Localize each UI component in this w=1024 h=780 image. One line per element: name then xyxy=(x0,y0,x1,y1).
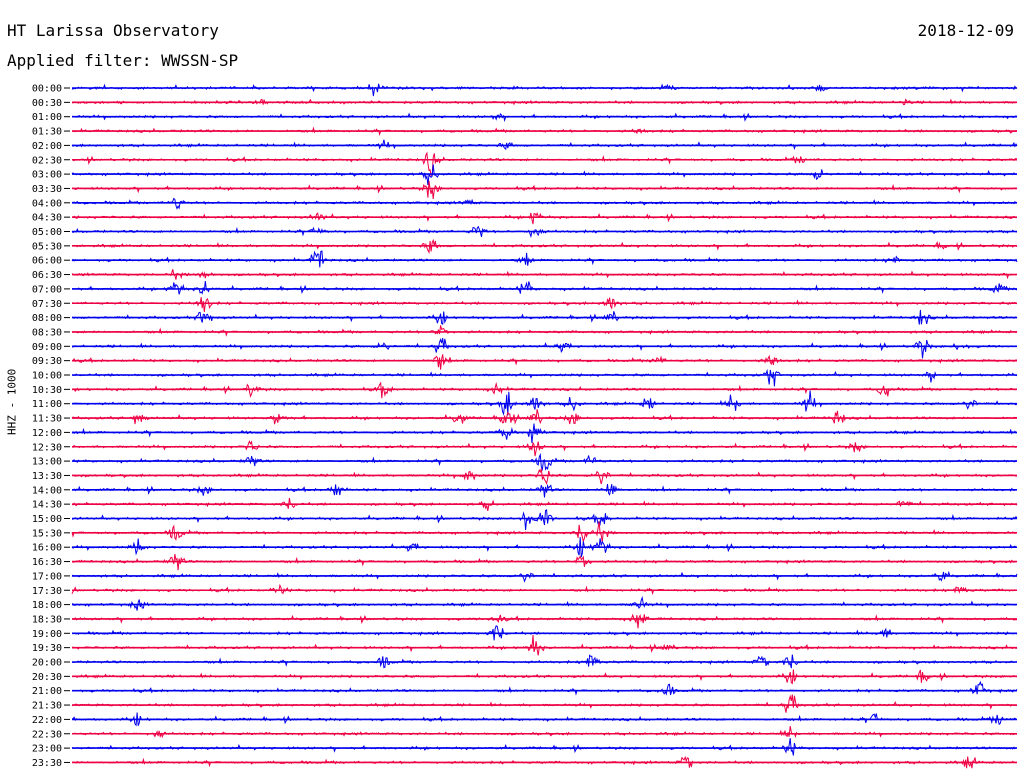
seismic-trace-1130 xyxy=(71,409,1018,425)
seismic-trace-0230 xyxy=(71,151,1018,177)
seismic-trace-0600 xyxy=(71,250,1018,268)
time-tick-label: 19:30 xyxy=(32,643,62,654)
time-tick-label: 18:00 xyxy=(32,600,62,611)
time-tick-label: 18:30 xyxy=(32,614,62,625)
seismic-trace-1400 xyxy=(71,483,1018,498)
time-tick-label: 00:30 xyxy=(32,98,62,109)
seismic-trace-1230 xyxy=(71,439,1018,457)
time-tick-label: 05:30 xyxy=(32,241,62,252)
time-tick-label: 07:30 xyxy=(32,299,62,310)
seismic-trace-0000 xyxy=(71,83,1018,97)
seismic-trace-1930 xyxy=(71,634,1018,656)
time-tick-label: 08:00 xyxy=(32,313,62,324)
time-tick-label: 05:00 xyxy=(32,227,62,238)
seismic-trace-2130 xyxy=(71,694,1018,713)
time-tick-label: 03:30 xyxy=(32,184,62,195)
time-tick-label: 10:00 xyxy=(32,371,62,382)
time-tick-label: 04:30 xyxy=(32,213,62,224)
time-tick-label: 11:00 xyxy=(32,399,62,410)
time-tick-label: 01:00 xyxy=(32,112,62,123)
time-tick-label: 19:00 xyxy=(32,629,62,640)
time-tick-label: 06:00 xyxy=(32,256,62,267)
seismic-trace-1830 xyxy=(71,613,1018,629)
time-tick-label: 02:00 xyxy=(32,141,62,152)
time-tick-label: 20:00 xyxy=(32,658,62,669)
time-tick-label: 15:30 xyxy=(32,528,62,539)
time-tick-label: 10:30 xyxy=(32,385,62,396)
seismic-trace-1100 xyxy=(71,390,1018,416)
time-tick-label: 21:00 xyxy=(32,686,62,697)
seismic-trace-0430 xyxy=(71,212,1018,225)
time-tick-label: 13:30 xyxy=(32,471,62,482)
time-tick-label: 06:30 xyxy=(32,270,62,281)
seismic-trace-2300 xyxy=(71,738,1018,756)
time-tick-label: 21:30 xyxy=(32,701,62,712)
time-tick-label: 23:00 xyxy=(32,744,62,755)
time-tick-label: 23:30 xyxy=(32,758,62,769)
time-tick-label: 02:30 xyxy=(32,155,62,166)
time-tick-label: 09:30 xyxy=(32,356,62,367)
time-tick-label: 16:00 xyxy=(32,543,62,554)
time-tick-label: 22:00 xyxy=(32,715,62,726)
time-tick-label: 09:00 xyxy=(32,342,62,353)
time-tick-label: 11:30 xyxy=(32,414,62,425)
time-tick-label: 13:00 xyxy=(32,457,62,468)
time-tick-label: 07:00 xyxy=(32,284,62,295)
filter-label: Applied filter: WWSSN-SP xyxy=(7,51,239,70)
time-tick-label: 16:30 xyxy=(32,557,62,568)
time-tick-label: 14:00 xyxy=(32,485,62,496)
seismic-trace-0930 xyxy=(71,354,1017,370)
time-tick-label: 12:00 xyxy=(32,428,62,439)
time-tick-label: 15:00 xyxy=(32,514,62,525)
time-tick-label: 01:30 xyxy=(32,127,62,138)
seismic-trace-0900 xyxy=(71,337,1017,359)
seismic-trace-1500 xyxy=(71,509,1018,531)
time-tick-label: 20:30 xyxy=(32,672,62,683)
time-tick-label: 12:30 xyxy=(32,442,62,453)
time-tick-label: 17:00 xyxy=(32,571,62,582)
station-title: HT Larissa Observatory xyxy=(7,21,219,40)
seismic-trace-1330 xyxy=(71,468,1018,485)
time-tick-label: 22:30 xyxy=(32,729,62,740)
seismic-trace-0730 xyxy=(71,297,1018,313)
seismic-trace-0330 xyxy=(71,180,1018,199)
time-tick-label: 08:30 xyxy=(32,327,62,338)
seismic-trace-1030 xyxy=(71,381,1017,399)
seismic-trace-0830 xyxy=(71,325,1018,337)
seismic-trace-2230 xyxy=(71,726,1018,739)
seismic-trace-2100 xyxy=(72,680,1018,696)
time-tick-label: 03:00 xyxy=(32,170,62,181)
time-tick-label: 04:00 xyxy=(32,198,62,209)
record-date: 2018-12-09 xyxy=(917,21,1014,40)
time-tick-label: 17:30 xyxy=(32,586,62,597)
seismic-trace-0700 xyxy=(71,281,1018,295)
seismic-trace-1300 xyxy=(71,452,1018,472)
seismic-trace-1000 xyxy=(71,368,1018,387)
seismic-trace-0200 xyxy=(71,139,1018,151)
time-tick-label: 14:30 xyxy=(32,500,62,511)
time-tick-label: 00:00 xyxy=(32,84,62,95)
